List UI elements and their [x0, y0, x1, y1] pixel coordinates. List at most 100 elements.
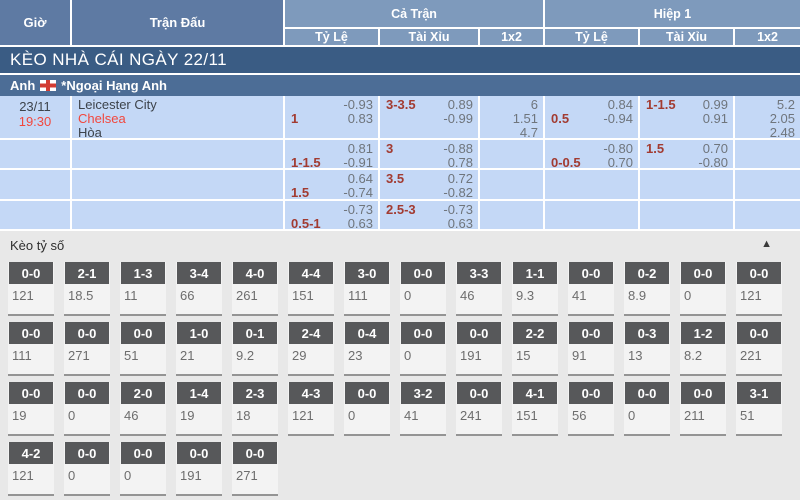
- score-odds-cell[interactable]: 0-0 121: [8, 262, 54, 316]
- odds-overunder-cell[interactable]: 3-3.5 0.89 -0.99: [380, 96, 480, 140]
- score-odds-cell[interactable]: 2-3 18: [232, 382, 278, 436]
- score-odds-cell[interactable]: 0-2 8.9: [624, 262, 670, 316]
- home-team-name: Leicester City: [78, 97, 157, 112]
- league-bar: Anh *Ngoại Hạng Anh: [0, 73, 800, 96]
- score-odds-cell[interactable]: 3-4 66: [176, 262, 222, 316]
- column-header-ft-1x2: 1x2: [480, 29, 545, 47]
- score-odds-cell[interactable]: 3-0 111: [344, 262, 390, 316]
- score-odds-value: 0: [628, 408, 636, 423]
- score-badge: 0-1: [233, 322, 277, 344]
- score-odds-cell[interactable]: 0-0 0: [400, 262, 446, 316]
- odds-handicap-cell[interactable]: -0.80 0-0.5 0.70: [545, 140, 640, 170]
- score-odds-cell[interactable]: 2-0 46: [120, 382, 166, 436]
- odds-line: 0.78: [386, 155, 473, 168]
- draw-label: Hòa: [78, 125, 102, 140]
- score-odds-cell[interactable]: 2-2 15: [512, 322, 558, 376]
- score-odds-cell[interactable]: 0-0 0: [624, 382, 670, 436]
- odds-handicap-cell[interactable]: 0.64 1.5 -0.74: [285, 170, 380, 201]
- score-odds-cell[interactable]: 0-4 23: [344, 322, 390, 376]
- odds-overunder-cell[interactable]: 3 -0.88 0.78: [380, 140, 480, 170]
- score-odds-cell[interactable]: 0-0 111: [8, 322, 54, 376]
- odds-overunder-cell[interactable]: 3.5 0.72 -0.82: [380, 170, 480, 201]
- odds-handicap-cell[interactable]: 0.84 0.5 -0.94: [545, 96, 640, 140]
- odds-value: -0.94: [603, 110, 633, 126]
- score-odds-cell[interactable]: 1-4 19: [176, 382, 222, 436]
- score-badge: 0-0: [737, 322, 781, 344]
- score-odds-cell[interactable]: 4-0 261: [232, 262, 278, 316]
- odds-overunder-cell[interactable]: 2.5-3 -0.73 0.63: [380, 201, 480, 231]
- score-odds-cell[interactable]: 0-0 271: [232, 442, 278, 496]
- score-odds-cell[interactable]: 0-0 41: [568, 262, 614, 316]
- score-odds-cell[interactable]: 0-0 0: [120, 442, 166, 496]
- score-odds-cell[interactable]: 0-0 271: [64, 322, 110, 376]
- score-odds-cell[interactable]: 3-2 41: [400, 382, 446, 436]
- score-odds-value: 8.2: [684, 348, 703, 363]
- score-odds-cell[interactable]: 0-0 0: [64, 382, 110, 436]
- score-odds-cell[interactable]: 0-0 221: [736, 322, 782, 376]
- score-badge: 0-0: [401, 322, 445, 344]
- odds-1x2-cell[interactable]: [735, 170, 800, 201]
- score-badge: 0-0: [569, 382, 613, 404]
- odds-overunder-cell[interactable]: 1-1.5 0.99 0.91: [640, 96, 735, 140]
- score-odds-cell[interactable]: 2-4 29: [288, 322, 334, 376]
- odds-handicap-cell[interactable]: [545, 201, 640, 231]
- odds-value: 0.64: [347, 171, 373, 186]
- score-odds-cell[interactable]: 0-0 56: [568, 382, 614, 436]
- score-odds-cell[interactable]: 1-0 21: [176, 322, 222, 376]
- score-odds-cell[interactable]: 0-0 191: [456, 322, 502, 376]
- odds-overunder-cell[interactable]: [640, 170, 735, 201]
- score-odds-cell[interactable]: 0-0 191: [176, 442, 222, 496]
- odds-row: -0.73 0.5-1 0.63 2.5-3 -0.73 0.63: [0, 201, 800, 231]
- score-odds-cell[interactable]: 0-0 211: [680, 382, 726, 436]
- odds-1x2-cell[interactable]: [735, 201, 800, 231]
- score-odds-cell[interactable]: 1-3 11: [120, 262, 166, 316]
- score-badge: 0-0: [457, 382, 501, 404]
- odds-1x2-cell[interactable]: [480, 170, 545, 201]
- score-odds-cell[interactable]: 0-0 0: [64, 442, 110, 496]
- score-odds-cell[interactable]: 0-1 9.2: [232, 322, 278, 376]
- score-odds-cell[interactable]: 4-3 121: [288, 382, 334, 436]
- score-odds-value: 261: [236, 288, 258, 303]
- score-odds-cell[interactable]: 0-0 241: [456, 382, 502, 436]
- odds-1x2-cell[interactable]: 5.2 2.05 2.48: [735, 96, 800, 140]
- score-badge: 0-0: [121, 442, 165, 464]
- score-odds-cell[interactable]: 2-1 18.5: [64, 262, 110, 316]
- odds-handicap-cell[interactable]: -0.93 1 0.83: [285, 96, 380, 140]
- time-cell: [0, 201, 72, 231]
- england-flag-icon: [40, 80, 57, 91]
- score-odds-cell[interactable]: 3-3 46: [456, 262, 502, 316]
- score-odds-cell[interactable]: 0-3 13: [624, 322, 670, 376]
- score-odds-cell[interactable]: 1-2 8.2: [680, 322, 726, 376]
- score-odds-cell[interactable]: 4-4 151: [288, 262, 334, 316]
- score-badge: 0-0: [345, 382, 389, 404]
- score-odds-cell[interactable]: 0-0 0: [400, 322, 446, 376]
- score-badge: 4-0: [233, 262, 277, 284]
- score-odds-value: 23: [348, 348, 363, 363]
- score-odds-cell[interactable]: 0-0 19: [8, 382, 54, 436]
- score-odds-cell[interactable]: 0-0 121: [736, 262, 782, 316]
- odds-overunder-cell[interactable]: [640, 201, 735, 231]
- score-odds-value: 151: [292, 288, 314, 303]
- odds-1x2-cell[interactable]: [735, 140, 800, 170]
- collapse-triangle-icon[interactable]: ▲: [761, 238, 772, 250]
- score-odds-cell[interactable]: 0-0 51: [120, 322, 166, 376]
- score-odds-cell[interactable]: 4-2 121: [8, 442, 54, 496]
- odds-1x2-cell[interactable]: 6 1.51 4.7: [480, 96, 545, 140]
- odds-line: -0.82: [386, 185, 473, 200]
- odds-1x2-cell[interactable]: [480, 201, 545, 231]
- odds-1x2-cell[interactable]: [480, 140, 545, 170]
- score-odds-cell[interactable]: 3-1 51: [736, 382, 782, 436]
- odds-overunder-cell[interactable]: 1.5 0.70 -0.80: [640, 140, 735, 170]
- score-odds-cell[interactable]: 0-0 0: [344, 382, 390, 436]
- score-odds-cell[interactable]: 0-0 91: [568, 322, 614, 376]
- odds-handicap-cell[interactable]: [545, 170, 640, 201]
- score-badge: 4-3: [289, 382, 333, 404]
- odds-table: Giờ Trận Đấu Cả Trận Hiệp 1 Tỷ Lệ Tài Xỉ…: [0, 0, 800, 231]
- score-badge: 2-2: [513, 322, 557, 344]
- time-cell: [0, 170, 72, 201]
- odds-handicap-cell[interactable]: -0.73 0.5-1 0.63: [285, 201, 380, 231]
- odds-handicap-cell[interactable]: 0.81 1-1.5 -0.91: [285, 140, 380, 170]
- score-odds-cell[interactable]: 1-1 9.3: [512, 262, 558, 316]
- score-odds-cell[interactable]: 0-0 0: [680, 262, 726, 316]
- score-odds-cell[interactable]: 4-1 151: [512, 382, 558, 436]
